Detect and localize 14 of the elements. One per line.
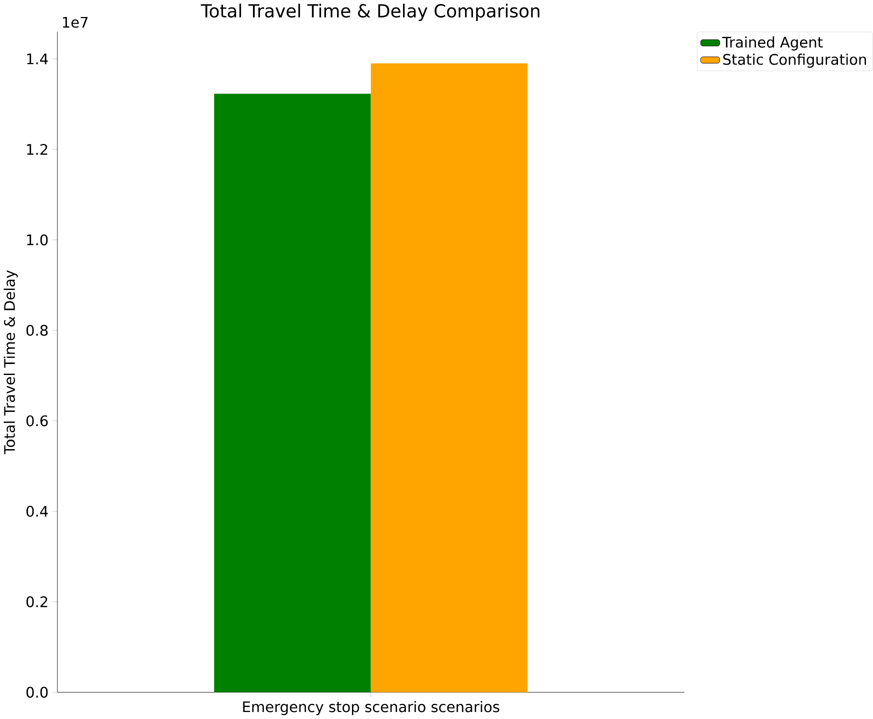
y-tick-label: 0.4: [26, 506, 48, 517]
y-tick-label: 1.0: [27, 234, 48, 246]
text: 1e7: [62, 17, 88, 28]
chart-title: Total Travel Time & Delay Comparison: [200, 4, 540, 22]
y-tick-label: 0.2: [26, 596, 48, 608]
legend-label: Trained Agent: [722, 36, 823, 51]
y-axis-title: Total Travel Time & Delay: [4, 270, 18, 454]
y-tick-label: 1.4: [27, 54, 48, 64]
y-tick-label: 0.0: [26, 686, 48, 698]
y-tick-label: 0.8: [26, 324, 48, 336]
y-tick-label: 1.2: [27, 144, 48, 155]
legend-label: Static Configuration: [723, 54, 866, 68]
y-tick-label: 0.6: [26, 415, 48, 426]
x-tick-label: Emergency stop scenario scenarios: [243, 701, 500, 716]
